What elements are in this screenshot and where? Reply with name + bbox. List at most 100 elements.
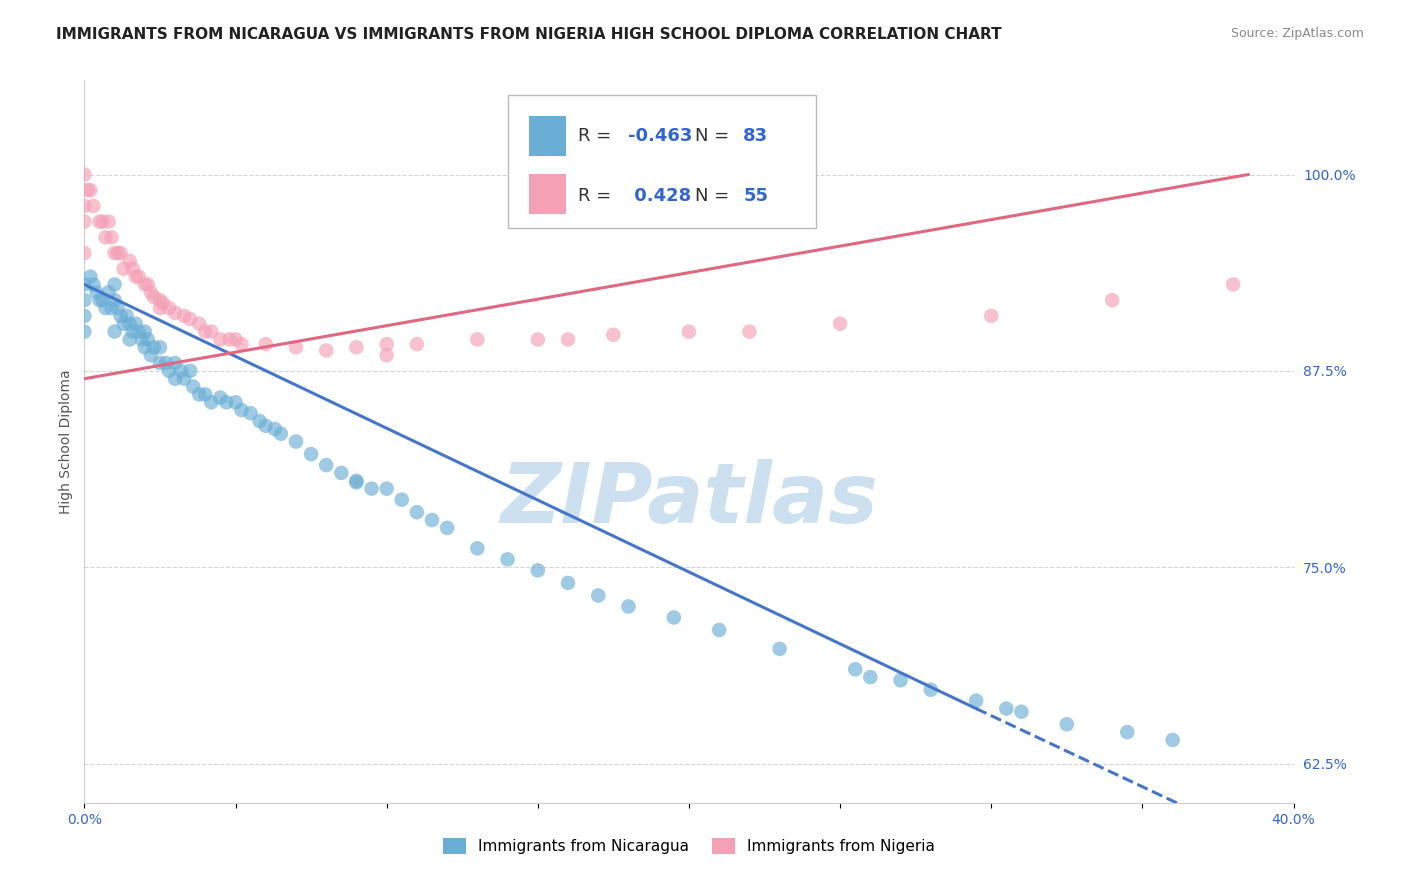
Text: 55: 55 — [744, 187, 768, 205]
Point — [139, 285, 162, 300]
Point — [709, 623, 731, 637]
Point — [617, 599, 640, 614]
Point — [662, 610, 685, 624]
Point — [218, 333, 240, 347]
Point — [91, 293, 114, 308]
Point — [557, 333, 579, 347]
Point — [173, 309, 195, 323]
Point — [136, 333, 159, 347]
Text: IMMIGRANTS FROM NICARAGUA VS IMMIGRANTS FROM NIGERIA HIGH SCHOOL DIPLOMA CORRELA: IMMIGRANTS FROM NICARAGUA VS IMMIGRANTS … — [56, 27, 1002, 42]
Point — [82, 199, 104, 213]
Text: -0.463: -0.463 — [628, 127, 693, 145]
Point — [315, 458, 337, 472]
Point — [157, 364, 180, 378]
Point — [995, 701, 1018, 715]
Point — [128, 269, 150, 284]
Point — [844, 662, 866, 676]
Point — [285, 434, 308, 449]
FancyBboxPatch shape — [508, 95, 815, 228]
Point — [134, 340, 156, 354]
Point — [557, 575, 579, 590]
Point — [588, 589, 610, 603]
Point — [115, 309, 138, 323]
Point — [254, 337, 277, 351]
Point — [157, 301, 180, 315]
Text: R =: R = — [578, 187, 617, 205]
Point — [270, 426, 292, 441]
Point — [980, 309, 1002, 323]
Point — [467, 541, 489, 556]
Point — [97, 214, 120, 228]
Point — [89, 214, 111, 228]
Point — [73, 246, 96, 260]
Point — [94, 301, 117, 315]
Point — [859, 670, 882, 684]
Point — [118, 333, 141, 347]
Point — [139, 348, 162, 362]
Y-axis label: High School Diploma: High School Diploma — [59, 369, 73, 514]
Point — [738, 325, 761, 339]
Point — [360, 482, 382, 496]
Point — [73, 277, 96, 292]
Point — [173, 372, 195, 386]
Point — [165, 372, 187, 386]
Point — [79, 269, 101, 284]
Point — [155, 356, 177, 370]
Point — [125, 269, 148, 284]
Point — [134, 277, 156, 292]
Point — [73, 325, 96, 339]
Point — [149, 356, 172, 370]
Point — [142, 290, 165, 304]
Point — [149, 301, 172, 315]
Point — [406, 505, 429, 519]
Point — [346, 475, 368, 490]
Point — [128, 325, 150, 339]
Point — [152, 296, 174, 310]
Point — [170, 364, 193, 378]
Point — [110, 246, 132, 260]
Point — [346, 474, 368, 488]
Point — [920, 682, 942, 697]
Point — [125, 317, 148, 331]
Point — [315, 343, 337, 358]
Point — [231, 337, 253, 351]
Point — [1011, 705, 1033, 719]
Point — [100, 230, 122, 244]
Point — [375, 482, 398, 496]
Point — [94, 230, 117, 244]
Point — [112, 261, 135, 276]
Text: N =: N = — [695, 127, 735, 145]
Point — [73, 293, 96, 308]
Point — [890, 673, 912, 688]
Point — [527, 333, 550, 347]
FancyBboxPatch shape — [529, 174, 565, 214]
Point — [249, 414, 271, 428]
Point — [188, 387, 211, 401]
Point — [406, 337, 429, 351]
Point — [181, 379, 204, 393]
Point — [107, 301, 129, 315]
Point — [391, 492, 413, 507]
Point — [194, 387, 217, 401]
Point — [1116, 725, 1139, 739]
Point — [73, 168, 96, 182]
Point — [149, 340, 172, 354]
Text: ZIPatlas: ZIPatlas — [501, 458, 877, 540]
Point — [1161, 733, 1184, 747]
Point — [165, 356, 187, 370]
Point — [179, 364, 201, 378]
Point — [467, 333, 489, 347]
Point — [375, 348, 398, 362]
Point — [225, 333, 247, 347]
Text: 0.428: 0.428 — [628, 187, 692, 205]
Point — [330, 466, 353, 480]
Point — [104, 277, 127, 292]
Text: Source: ZipAtlas.com: Source: ZipAtlas.com — [1230, 27, 1364, 40]
Point — [104, 293, 127, 308]
Point — [285, 340, 308, 354]
Point — [194, 325, 217, 339]
Point — [112, 317, 135, 331]
Point — [965, 694, 987, 708]
Text: R =: R = — [578, 127, 617, 145]
Point — [830, 317, 852, 331]
